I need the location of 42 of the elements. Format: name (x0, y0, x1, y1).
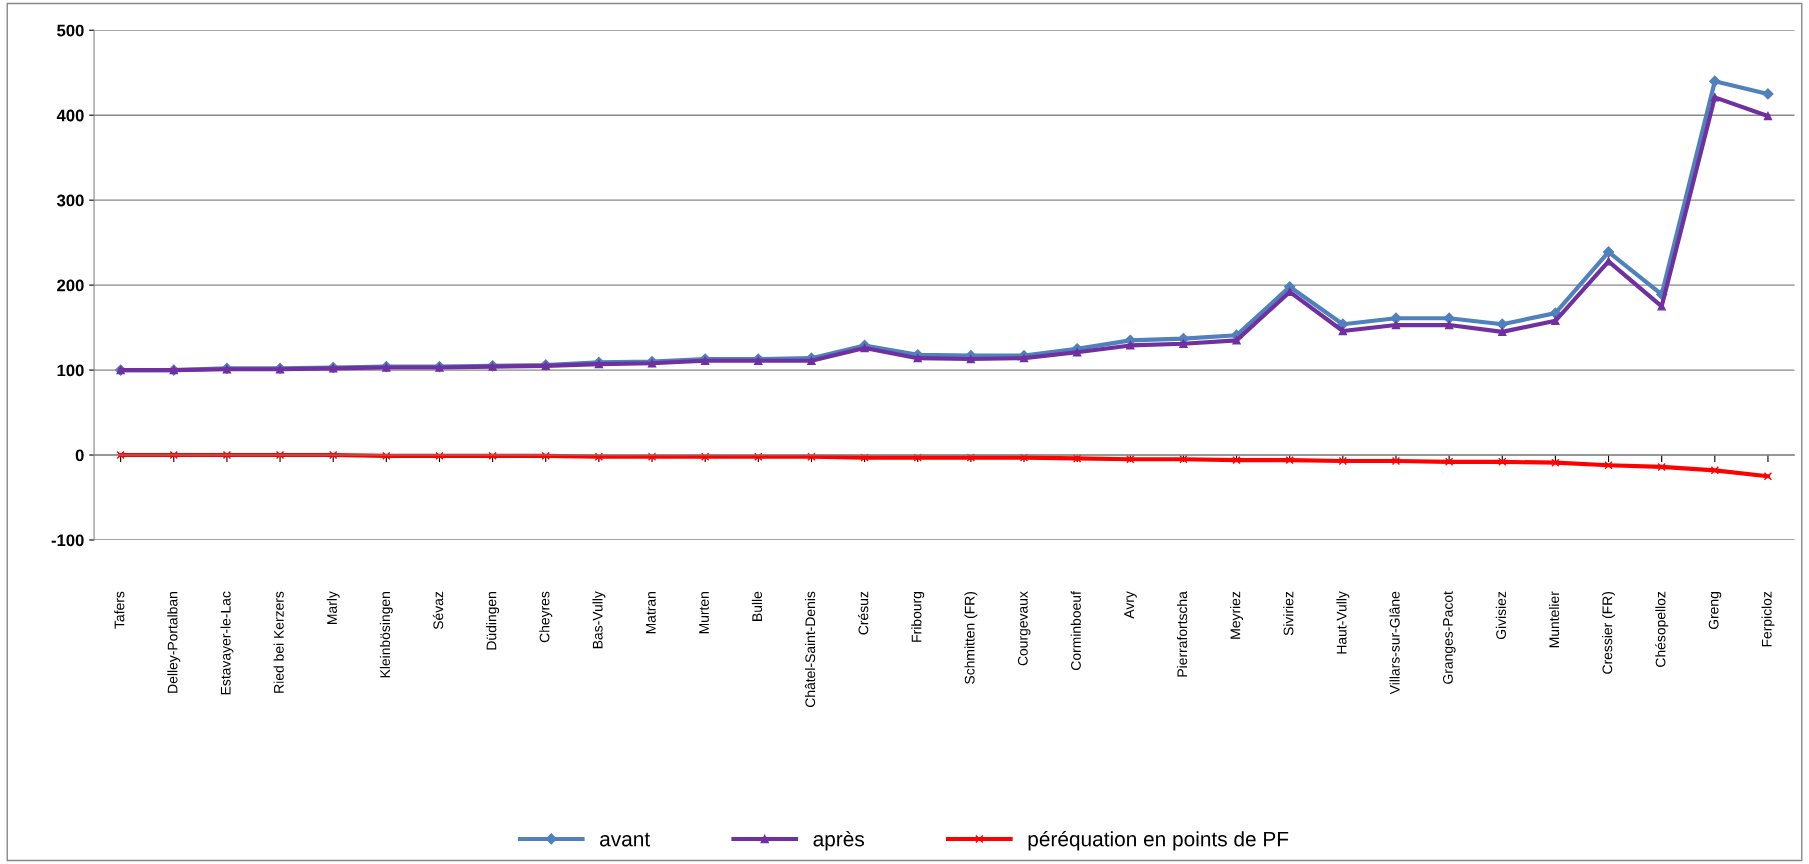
legend-label: avant (600, 832, 650, 847)
x-tick-label: Muntelier (1548, 591, 1560, 648)
x-tick-label: Châtel-Saint-Denis (804, 591, 816, 707)
x-tick-label: Delley-Portalban (167, 592, 181, 693)
y-tick-label: 100 (57, 364, 84, 377)
x-tick-label: Corminboeuf (1070, 591, 1081, 670)
x-tick-label: Fribourg (911, 592, 925, 642)
x-tick-label: Haut-Vully (1336, 591, 1350, 654)
x-tick-label: Granges-Pacot (1443, 591, 1456, 684)
x-tick-label: Estavayer-le-Lac (220, 591, 234, 695)
legend-label: après (813, 830, 864, 851)
y-tick-label: 200 (57, 279, 84, 292)
x-tick-label: Murten (699, 592, 709, 634)
x-tick-label: Cheyres (539, 591, 553, 643)
x-tick-label: Ferpicloz (1761, 591, 1775, 647)
y-tick-label: 0 (75, 449, 84, 462)
x-tick-label: Tafers (114, 591, 125, 629)
legend-label: péréquation en points de PF (1028, 830, 1289, 851)
x-tick-label: Matran (646, 592, 656, 634)
x-tick-label: Marly (326, 591, 340, 624)
x-tick-label: Villars-sur-Glâne (1389, 591, 1400, 695)
x-tick-label: Cressier (FR) (1602, 592, 1616, 674)
x-tick-label: Chésopelloz (1655, 591, 1669, 667)
x-tick-label: Courgevaux (1017, 591, 1031, 666)
x-tick-label: Kleinbösingen (379, 592, 393, 678)
x-tick-label: Avry (1124, 591, 1137, 619)
y-tick-label: 500 (57, 24, 84, 37)
y-tick-label: 400 (56, 109, 84, 122)
x-tick-label: Bas-Vully (592, 591, 606, 649)
x-tick-label: Siviriez (1283, 591, 1294, 636)
x-tick-label: Sévaz (432, 591, 444, 630)
x-tick-label: Ried bei Kerzers (273, 591, 284, 693)
x-tick-label: Pierrafortscha (1176, 591, 1188, 677)
x-tick-label: Givisiez (1495, 591, 1506, 640)
x-tick-label: Meyriez (1230, 591, 1244, 639)
y-tick-label: 300 (56, 194, 84, 207)
x-tick-label: Düdingen (486, 592, 500, 650)
x-tick-label: Crésuz (857, 591, 869, 635)
x-tick-label: Greng (1708, 592, 1722, 630)
x-tick-label: Schmitten (FR) (964, 592, 978, 684)
y-tick-label: -100 (51, 534, 84, 547)
x-tick-label: Bulle (751, 591, 763, 621)
